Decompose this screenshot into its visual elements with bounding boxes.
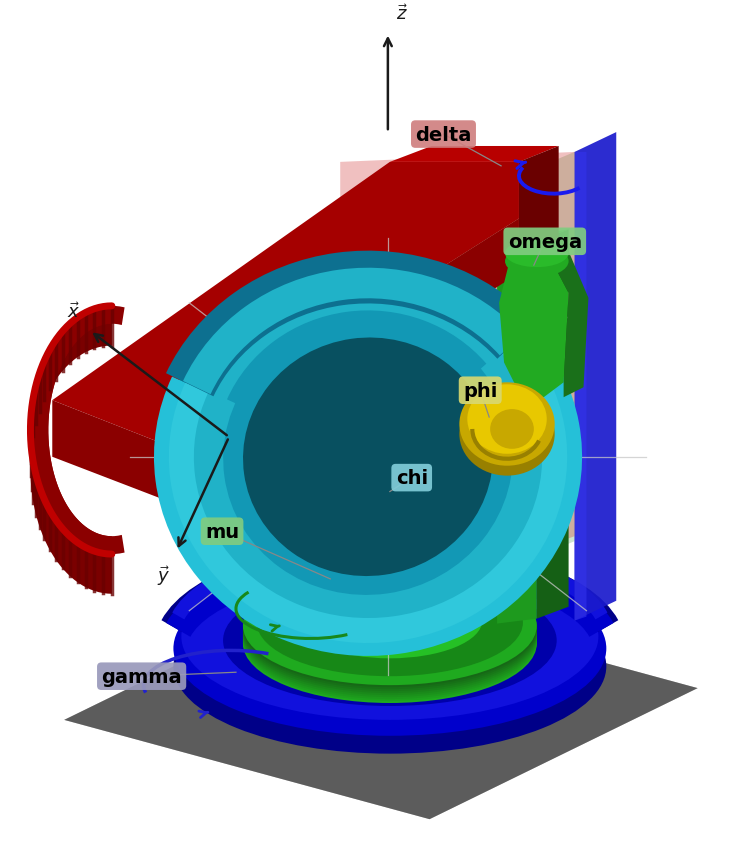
Ellipse shape [459, 392, 555, 476]
Polygon shape [52, 163, 519, 444]
Ellipse shape [298, 583, 482, 658]
Ellipse shape [505, 246, 568, 278]
Ellipse shape [243, 582, 536, 701]
Polygon shape [30, 306, 125, 555]
Polygon shape [390, 153, 574, 619]
Text: chi: chi [395, 468, 428, 488]
Ellipse shape [243, 584, 536, 703]
Polygon shape [497, 242, 536, 624]
Ellipse shape [174, 579, 606, 754]
Polygon shape [30, 306, 112, 594]
Ellipse shape [174, 561, 606, 736]
Polygon shape [547, 252, 588, 398]
Polygon shape [499, 252, 568, 398]
Ellipse shape [243, 576, 536, 695]
Polygon shape [497, 230, 568, 247]
Ellipse shape [223, 576, 556, 706]
Text: mu: mu [205, 522, 239, 541]
Polygon shape [341, 153, 574, 621]
Ellipse shape [459, 383, 555, 466]
Ellipse shape [174, 278, 562, 637]
Ellipse shape [243, 338, 493, 576]
Text: $\vec{y}$: $\vec{y}$ [157, 563, 170, 587]
Polygon shape [536, 230, 568, 619]
Ellipse shape [505, 240, 568, 268]
Text: delta: delta [416, 126, 472, 144]
Ellipse shape [243, 572, 536, 691]
Ellipse shape [257, 570, 523, 676]
Ellipse shape [181, 554, 598, 720]
Ellipse shape [243, 568, 536, 687]
Ellipse shape [310, 587, 469, 651]
Ellipse shape [251, 585, 529, 692]
Ellipse shape [243, 580, 536, 699]
Ellipse shape [243, 571, 536, 690]
Ellipse shape [182, 284, 554, 631]
Text: $\vec{x}$: $\vec{x}$ [68, 301, 81, 322]
Ellipse shape [243, 566, 536, 685]
Polygon shape [163, 219, 519, 500]
Polygon shape [30, 306, 112, 555]
Ellipse shape [243, 574, 536, 693]
Ellipse shape [223, 319, 513, 595]
Polygon shape [574, 133, 617, 621]
Text: gamma: gamma [102, 667, 182, 686]
Ellipse shape [243, 578, 536, 697]
Ellipse shape [467, 385, 547, 454]
Text: omega: omega [508, 233, 582, 252]
Ellipse shape [160, 266, 577, 649]
Polygon shape [519, 147, 559, 273]
Polygon shape [390, 147, 559, 163]
Ellipse shape [490, 409, 533, 449]
Text: phi: phi [463, 381, 497, 400]
Polygon shape [574, 153, 586, 621]
Polygon shape [52, 401, 163, 500]
Text: $\vec{z}$: $\vec{z}$ [395, 4, 408, 24]
Polygon shape [65, 589, 697, 820]
Polygon shape [65, 589, 697, 820]
